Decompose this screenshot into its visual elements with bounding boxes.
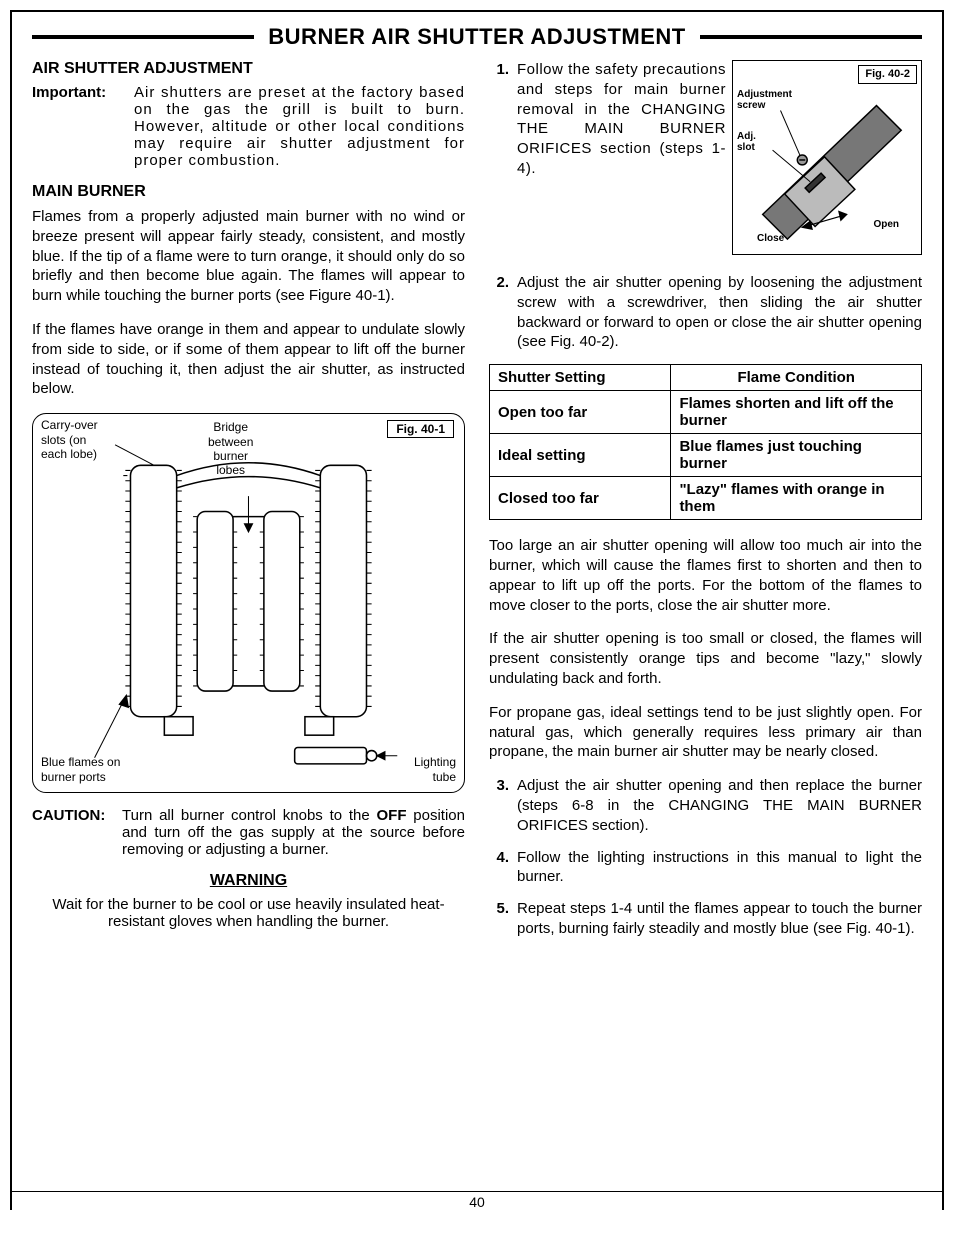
page-title-bar: BURNER AIR SHUTTER ADJUSTMENT (32, 24, 922, 50)
main-burner-p2: If the flames have orange in them and ap… (32, 320, 465, 399)
fig402-adj-screw: Adjustment screw (737, 89, 792, 111)
caution-note: CAUTION: Turn all burner control knobs t… (32, 807, 465, 858)
step-1: 1. Fig. 40-2 (489, 60, 922, 261)
fig402-open: Open (873, 219, 899, 230)
important-note: Important: Air shutters are preset at th… (32, 84, 465, 169)
shutter-flame-table: Shutter Setting Flame Condition Open too… (489, 364, 922, 520)
page-number: 40 (12, 1191, 942, 1210)
step-3: 3. Adjust the air shutter opening and th… (489, 776, 922, 835)
step-4-text: Follow the lighting instructions in this… (517, 848, 922, 888)
figure-40-1: Fig. 40-1 (32, 413, 465, 793)
fig-40-1-caption: Fig. 40-1 (387, 420, 454, 438)
right-p2: If the air shutter opening is too small … (489, 629, 922, 688)
figure-40-2: Fig. 40-2 (732, 60, 922, 255)
caution-label: CAUTION: (32, 807, 112, 858)
fig401-blue-label: Blue flames on burner ports (41, 755, 120, 784)
fig402-close: Close (757, 233, 784, 244)
r2c1: Ideal setting (490, 434, 671, 477)
left-column: AIR SHUTTER ADJUSTMENT Important: Air sh… (32, 60, 465, 951)
r3c2: "Lazy" flames with orange in them (671, 477, 922, 520)
step-4: 4. Follow the lighting instructions in t… (489, 848, 922, 888)
important-text: Air shutters are preset at the factory b… (134, 84, 465, 169)
th-shutter: Shutter Setting (490, 365, 671, 391)
heading-air-shutter: AIR SHUTTER ADJUSTMENT (32, 60, 465, 78)
fig401-lighting-label: Lighting tube (414, 755, 456, 784)
right-p3: For propane gas, ideal settings tend to … (489, 703, 922, 762)
fig401-carry-label: Carry-over slots (on each lobe) (41, 418, 98, 461)
step-5: 5. Repeat steps 1-4 until the flames app… (489, 899, 922, 939)
heading-main-burner: MAIN BURNER (32, 183, 465, 201)
r3c1: Closed too far (490, 477, 671, 520)
r2c2: Blue flames just touching burner (671, 434, 922, 477)
important-label: Important: (32, 84, 124, 169)
fig401-bridge-label: Bridge between burner lobes (208, 420, 253, 478)
step-2: 2. Adjust the air shutter opening by loo… (489, 273, 922, 352)
title-rule-left (32, 35, 254, 39)
th-flame: Flame Condition (671, 365, 922, 391)
title-rule-right (700, 35, 922, 39)
fig402-adj-slot: Adj. slot (737, 131, 756, 153)
right-column: 1. Fig. 40-2 (489, 60, 922, 951)
warning-heading: WARNING (32, 872, 465, 890)
r1c2: Flames shorten and lift off the burner (671, 391, 922, 434)
main-burner-p1: Flames from a properly adjusted main bur… (32, 207, 465, 306)
step-1-text: Follow the safety precautions and steps … (517, 61, 726, 177)
r1c1: Open too far (490, 391, 671, 434)
fig-40-2-caption: Fig. 40-2 (858, 65, 917, 84)
step-3-text: Adjust the air shutter opening and then … (517, 776, 922, 835)
caution-text: Turn all burner control knobs to the OFF… (122, 807, 465, 858)
right-p1: Too large an air shutter opening will al… (489, 536, 922, 615)
step-5-text: Repeat steps 1-4 until the flames appear… (517, 899, 922, 939)
warning-text: Wait for the burner to be cool or use he… (32, 896, 465, 930)
page-title: BURNER AIR SHUTTER ADJUSTMENT (254, 24, 699, 50)
